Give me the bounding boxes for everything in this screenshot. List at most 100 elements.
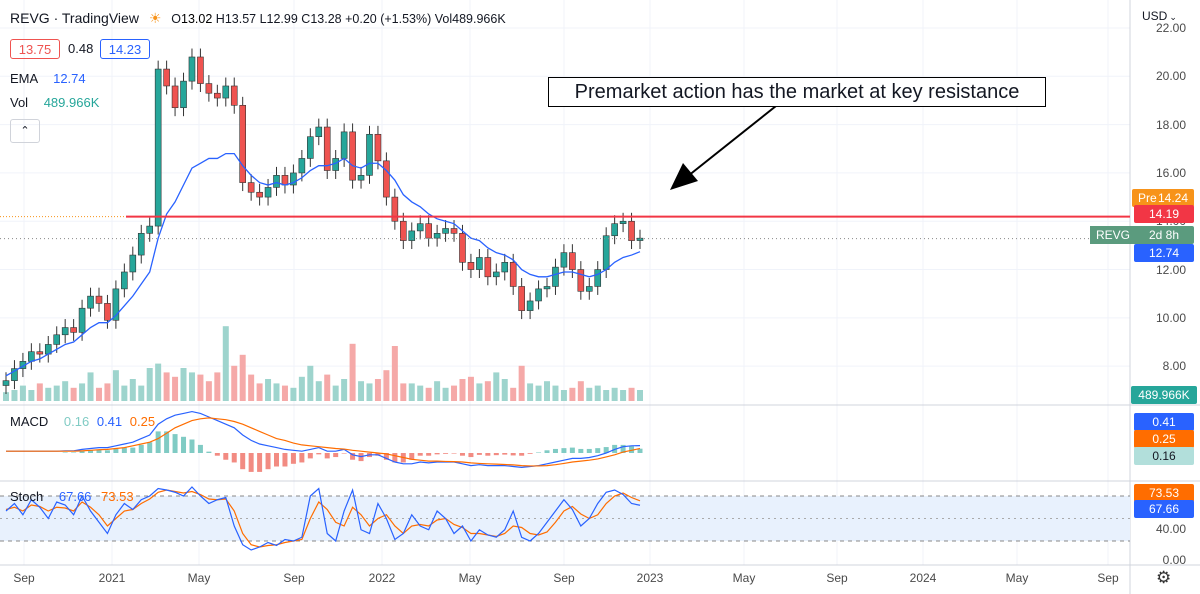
x-tick: Sep [553, 571, 575, 585]
macd-hist-bar [485, 453, 491, 456]
candle [501, 262, 509, 273]
ohlc: O13.02 H13.57 L12.99 C13.28 +0.20 (+1.53… [171, 12, 506, 26]
volume-bar [518, 365, 525, 401]
bid-box[interactable]: 13.75 [10, 39, 60, 59]
macd-hist-bar [392, 453, 398, 463]
volume-bar [560, 390, 567, 401]
volume-bar [129, 379, 136, 401]
candle [146, 225, 154, 234]
volume-bar [603, 390, 610, 401]
candle [526, 300, 534, 311]
macd-hist-bar [341, 453, 347, 454]
candle [137, 233, 145, 256]
macd-hist-bar [96, 449, 102, 453]
volume-bar [358, 381, 365, 401]
macd-hist-bar [519, 453, 525, 456]
volume-bar [315, 381, 322, 401]
volume-bar [324, 374, 331, 401]
candle [290, 172, 297, 186]
macd-hist-bar [164, 431, 170, 453]
vol-value: 489.966K [452, 12, 506, 26]
candle [577, 269, 585, 292]
volume-bar [307, 365, 314, 401]
macd-hist-bar [248, 453, 254, 472]
macd-hist-bar [79, 450, 85, 453]
volume-bar [400, 383, 407, 401]
macd-hist-bar [468, 453, 474, 458]
macd-hist-bar [257, 453, 263, 472]
low-value: 12.99 [266, 12, 298, 26]
stoch-d-value: 73.53 [101, 489, 134, 504]
volume-bar [28, 390, 35, 401]
macd-hist-bar [350, 453, 356, 460]
volume-bar [248, 374, 255, 401]
macd-pane [6, 410, 643, 472]
volume-bar [577, 381, 584, 401]
volume-bar [391, 346, 398, 401]
volume-bar [112, 370, 119, 401]
volume-bar [425, 387, 432, 401]
macd-hist-bar [71, 452, 77, 453]
candle [602, 235, 610, 270]
macd-hist-bar [316, 453, 322, 455]
candle [357, 175, 365, 181]
volume-bar [205, 381, 212, 401]
macd-hist-bar [493, 453, 499, 456]
ema-label: EMA [10, 71, 38, 86]
volume-bar [628, 387, 635, 401]
ema-line-group [5, 152, 641, 377]
volume-bar [197, 374, 204, 401]
volume-bar [586, 387, 593, 401]
ask-box[interactable]: 14.23 [100, 39, 150, 59]
revg-countdown: 2d 8h [1134, 226, 1194, 244]
symbol[interactable]: REVG [10, 10, 50, 26]
macd-hist-bar [172, 434, 178, 453]
volume-bar [172, 376, 179, 401]
currency-selector[interactable]: USD ⌄ [1142, 9, 1177, 23]
volume-bar [637, 390, 643, 401]
volume-bar [620, 390, 627, 401]
candle [484, 257, 492, 278]
macd-hist-bar [544, 450, 550, 453]
macd-hist-bar [189, 439, 195, 453]
candle [416, 223, 424, 232]
volume-bar [535, 385, 542, 401]
chevron-up-icon: ⌃ [20, 125, 30, 137]
candle [61, 327, 69, 336]
volume-bar [45, 387, 52, 401]
signal-line [6, 417, 641, 467]
ema-line [5, 152, 641, 377]
x-tick: Sep [283, 571, 305, 585]
macd-hist-bar [569, 447, 575, 453]
candle [366, 133, 373, 176]
macd-hist-bar [147, 442, 153, 453]
macd-hist-bar [451, 453, 457, 454]
stoch-k-axis-label: 67.66 [1134, 500, 1194, 518]
candle [408, 230, 416, 241]
price-tick: 10.00 [1155, 310, 1186, 325]
macd-hist-bar [595, 448, 601, 453]
macd-hist-bar [265, 453, 271, 470]
volume-bar [281, 385, 288, 401]
macd-hist-value: 0.16 [63, 414, 90, 429]
candle [129, 254, 137, 273]
macd-hist-bar [155, 431, 161, 453]
candle [594, 269, 602, 287]
stoch-tick-40: 40.00 [1155, 522, 1186, 536]
candle [188, 56, 196, 82]
candle [28, 351, 35, 362]
candle [315, 126, 323, 138]
collapse-button[interactable]: ⌃ [10, 119, 40, 143]
macd-hist-bar [552, 448, 558, 453]
candle [239, 104, 246, 183]
x-tick: May [1005, 571, 1029, 585]
volume-bar [222, 326, 229, 401]
x-tick: 2024 [909, 571, 937, 585]
volume-bar [467, 376, 474, 401]
macd-axis-label: 0.41 [1134, 413, 1194, 431]
stoch-label: Stoch [10, 489, 44, 504]
candle [163, 68, 170, 87]
settings-button[interactable]: ⚙ [1156, 568, 1171, 588]
candle [585, 286, 593, 292]
